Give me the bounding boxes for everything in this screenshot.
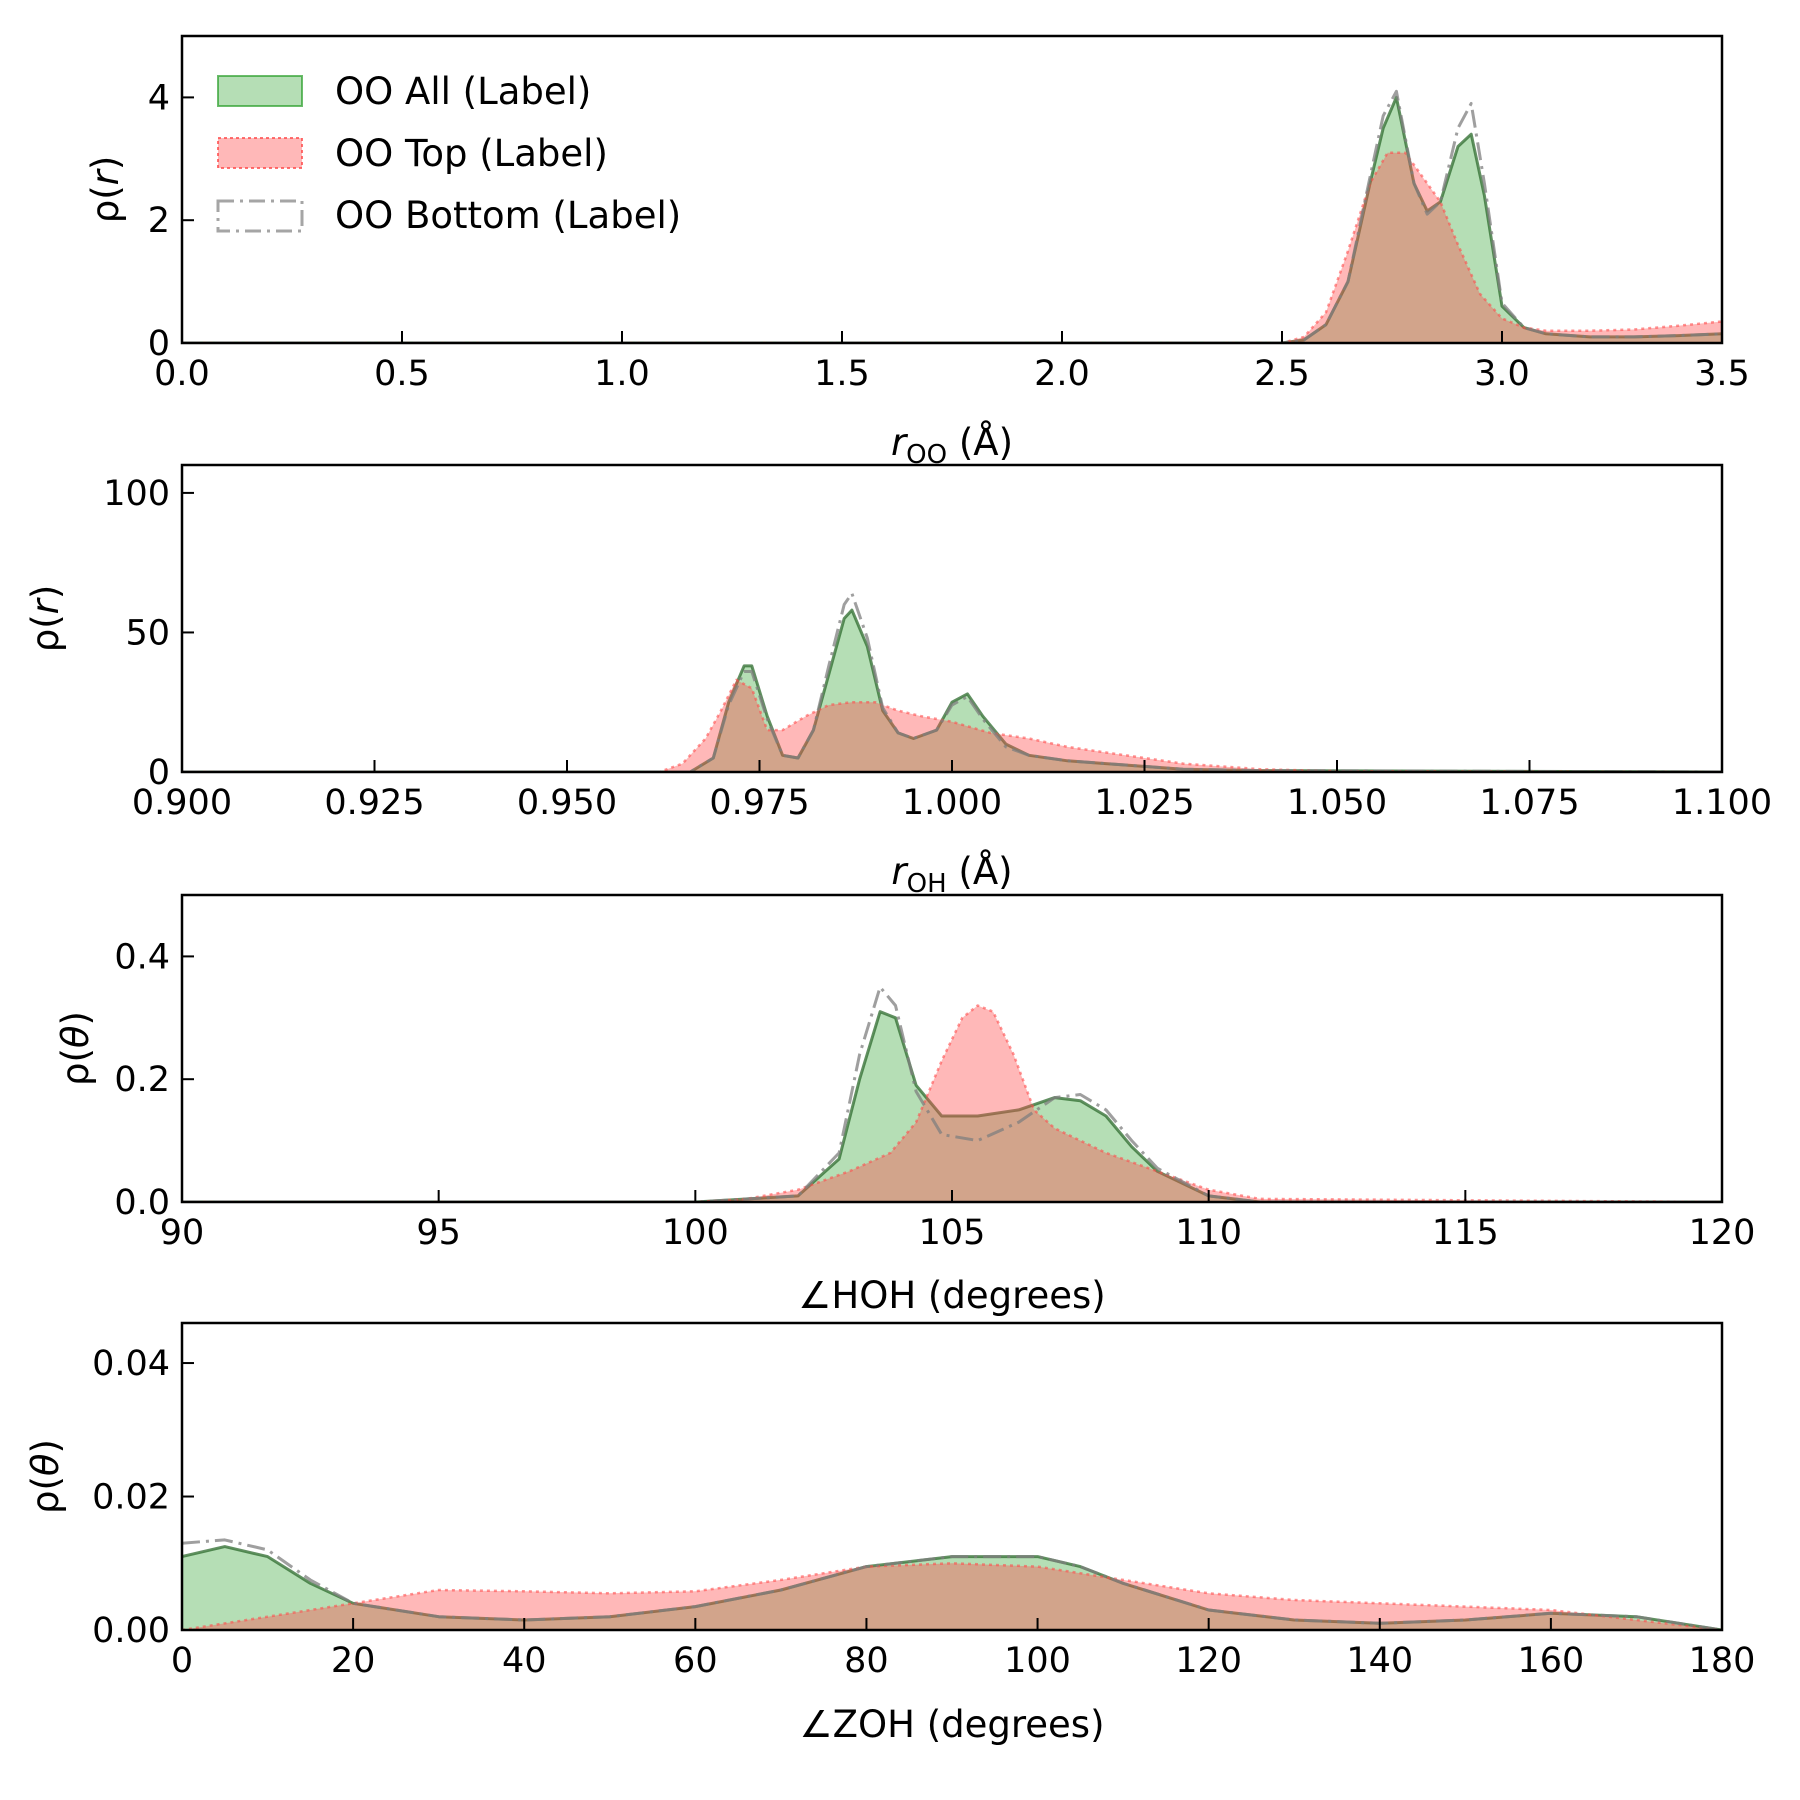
panel-4-frame bbox=[180, 1321, 1724, 1632]
x-tick-label: 0.5 bbox=[374, 354, 430, 394]
x-tick-label: 2.5 bbox=[1254, 354, 1310, 394]
panel-2-area-all bbox=[182, 610, 1722, 772]
x-tick-label: 1.075 bbox=[1479, 783, 1579, 823]
x-tick-label: 1.050 bbox=[1287, 783, 1387, 823]
x-tick-label: 95 bbox=[416, 1213, 461, 1253]
panel-1-area-top bbox=[182, 152, 1722, 343]
panel-2-series bbox=[182, 591, 1722, 772]
legend-label-oo-all: OO All (Label) bbox=[335, 70, 591, 113]
panel-2: 0.900 0.925 0.950 0.975 1.000 1.025 1.050 1.075… bbox=[24, 463, 1772, 899]
panel-2-area-top bbox=[182, 679, 1722, 772]
panel-4-area-top bbox=[182, 1563, 1722, 1630]
panel-1-line-top bbox=[182, 151, 1722, 343]
x-tick-label: 1.000 bbox=[902, 783, 1002, 823]
panel-1-frame bbox=[180, 34, 1724, 345]
panel-4: 0 20 40 60 80 100 120 140 160 180 0.00 0.02 0.04 ∠ZOH… bbox=[24, 1321, 1756, 1746]
y-tick-label: 0.00 bbox=[92, 1611, 170, 1651]
x-tick-label: 0 bbox=[171, 1641, 193, 1681]
x-axis-label: ∠ZOH (degrees) bbox=[799, 1703, 1104, 1746]
legend-swatch-oo-top bbox=[217, 137, 303, 169]
x-tick-label: 120 bbox=[1689, 1213, 1756, 1253]
panel-4-series bbox=[182, 1538, 1722, 1630]
panel-1-series bbox=[182, 89, 1722, 343]
x-tick-label: 0.0 bbox=[154, 354, 210, 394]
x-tick-label: 3.0 bbox=[1474, 354, 1530, 394]
x-tick-label: 110 bbox=[1175, 1213, 1242, 1253]
x-tick-label: 0.975 bbox=[709, 783, 809, 823]
panel-3-line-all bbox=[182, 1010, 1722, 1202]
x-tick-label: 1.0 bbox=[594, 354, 650, 394]
y-axis-label: ρ(r) bbox=[24, 585, 67, 653]
x-tick-label: 115 bbox=[1432, 1213, 1499, 1253]
legend-label-oo-top: OO Top (Label) bbox=[335, 132, 608, 175]
panel-4-line-bottom bbox=[182, 1538, 1722, 1630]
y-tick-label: 0 bbox=[148, 324, 170, 364]
panel-2-line-top bbox=[182, 678, 1722, 772]
legend-label-oo-bottom: OO Bottom (Label) bbox=[335, 194, 681, 237]
panel-3-area-all bbox=[182, 1011, 1722, 1202]
x-tick-label: 180 bbox=[1689, 1641, 1756, 1681]
x-axis-label: rOO (Å) bbox=[891, 420, 1013, 470]
x-tick-label: 120 bbox=[1175, 1641, 1242, 1681]
x-tick-label: 160 bbox=[1517, 1641, 1584, 1681]
x-tick-label: 100 bbox=[662, 1213, 729, 1253]
y-tick-label: 0.0 bbox=[114, 1183, 170, 1223]
legend-swatch-oo-bottom bbox=[216, 199, 304, 233]
panel-4-line-top bbox=[182, 1562, 1722, 1630]
x-tick-label: 1.025 bbox=[1094, 783, 1194, 823]
y-axis-label: ρ(θ) bbox=[24, 1439, 67, 1514]
y-tick-label: 50 bbox=[125, 613, 170, 653]
y-tick-label: 0 bbox=[148, 753, 170, 793]
x-tick-label: 1.100 bbox=[1672, 783, 1772, 823]
legend-swatch-oo-all bbox=[217, 75, 303, 107]
y-tick-label: 2 bbox=[148, 201, 170, 241]
x-tick-label: 90 bbox=[160, 1213, 205, 1253]
panel-2-line-bottom bbox=[182, 591, 1722, 772]
x-tick-label: 80 bbox=[844, 1641, 889, 1681]
panel-1-line-bottom bbox=[182, 89, 1722, 343]
x-tick-label: 2.0 bbox=[1034, 354, 1090, 394]
x-tick-label: 0.950 bbox=[517, 783, 617, 823]
y-tick-label: 0.4 bbox=[114, 937, 170, 977]
panel-1: 0.0 0.5 1.0 1.5 2.0 2.5 3.0 3.5 0 2 4 rOO (Å) ρ(r) bbox=[84, 34, 1750, 470]
x-tick-label: 40 bbox=[502, 1641, 547, 1681]
x-tick-label: 100 bbox=[1004, 1641, 1071, 1681]
x-tick-label: 3.5 bbox=[1694, 354, 1750, 394]
y-tick-label: 0.02 bbox=[92, 1478, 170, 1518]
y-tick-label: 4 bbox=[148, 78, 170, 118]
x-axis-label: rOH (Å) bbox=[891, 849, 1012, 899]
x-tick-label: 140 bbox=[1346, 1641, 1413, 1681]
panel-1-area-all bbox=[182, 97, 1722, 343]
legend: OO All (Label) OO Top (Label) OO Bottom … bbox=[216, 70, 681, 237]
y-axis-label: ρ(r) bbox=[84, 156, 127, 224]
x-tick-label: 105 bbox=[919, 1213, 986, 1253]
y-tick-label: 0.2 bbox=[114, 1060, 170, 1100]
y-axis-label: ρ(θ) bbox=[54, 1011, 97, 1086]
panel-3-series bbox=[182, 985, 1722, 1202]
x-tick-label: 1.5 bbox=[814, 354, 870, 394]
x-tick-label: 60 bbox=[673, 1641, 718, 1681]
y-tick-label: 100 bbox=[103, 474, 170, 514]
x-tick-label: 0.925 bbox=[324, 783, 424, 823]
panel-3-area-top bbox=[182, 1005, 1722, 1202]
panel-3-line-bottom bbox=[182, 985, 1722, 1202]
y-tick-label: 0.04 bbox=[92, 1344, 170, 1384]
x-tick-label: 20 bbox=[331, 1641, 376, 1681]
panel-4-area-all bbox=[182, 1546, 1722, 1630]
x-tick-label: 0.900 bbox=[132, 783, 232, 823]
x-axis-label: ∠HOH (degrees) bbox=[798, 1274, 1106, 1317]
panel-3: 90 95 100 105 110 115 120 0.0 0.2 0.4 ∠HOH (degree… bbox=[54, 893, 1756, 1317]
